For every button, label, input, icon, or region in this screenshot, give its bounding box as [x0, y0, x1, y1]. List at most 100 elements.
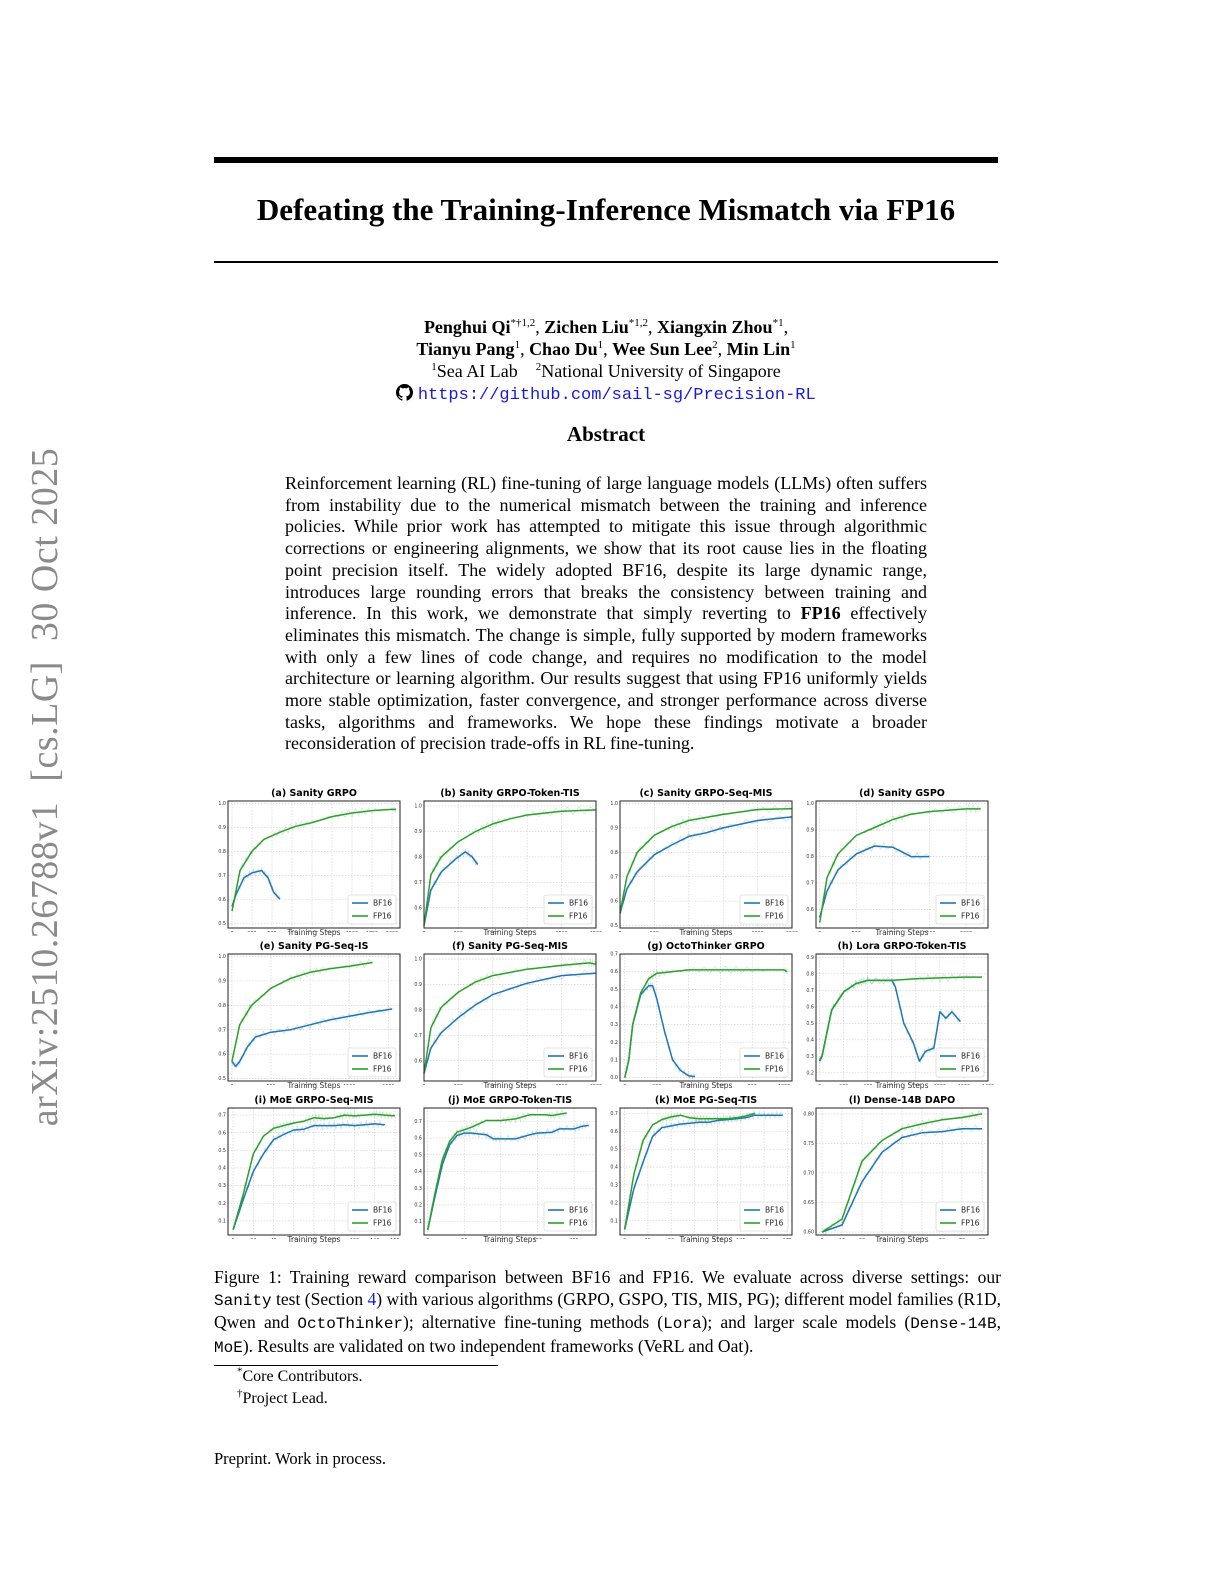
affiliations: 1Sea AI Lab 2National University of Sing…	[214, 360, 998, 382]
series-line-bf16	[231, 1008, 393, 1068]
caption-code: Dense-14B	[910, 1315, 997, 1334]
y-tick-label: 0.9	[806, 828, 814, 834]
legend-label: FP16	[765, 912, 784, 921]
y-tick-label: 0.1	[218, 1218, 226, 1224]
chart-panel: (b) Sanity GRPO-Token-TIS Training Steps 0…	[410, 787, 606, 940]
y-tick-label: 0.80	[803, 1112, 814, 1118]
series-line-fp16	[624, 969, 788, 1078]
legend-label: FP16	[569, 912, 588, 921]
series-line-fp16	[426, 1112, 567, 1231]
y-tick-label: 0.3	[610, 1183, 618, 1189]
author: Min Lin	[726, 339, 791, 359]
chart-svg: 0 200 400 600 800 1000 0.0 0.1 0.2 0.3 0.4 0.5 0.6 0.…	[610, 952, 793, 1085]
x-tick-label: 500	[852, 931, 861, 932]
x-tick-label: 25	[645, 1238, 651, 1239]
x-tick-label: 1000	[887, 931, 899, 932]
x-tick-label: 1250	[326, 931, 338, 932]
chart-panel: (k) MoE PG-Seq-TIS Training Steps 0 25 50 75 1…	[606, 1094, 802, 1247]
footnote-rule	[214, 1365, 498, 1366]
x-tick-label: 500	[454, 931, 463, 932]
plot-frame	[619, 953, 793, 1082]
legend-label: FP16	[373, 912, 392, 921]
y-tick-label: 0.2	[218, 1201, 226, 1207]
y-tick-label: 0.6	[218, 1130, 226, 1136]
x-tick-label: 1500	[923, 931, 935, 932]
x-tick-label: 2500	[590, 1084, 602, 1085]
x-tick-label: 0	[623, 1084, 626, 1085]
y-tick-label: 0.4	[610, 1005, 618, 1011]
x-tick-label: 30	[879, 1238, 885, 1239]
y-tick-label: 0.5	[610, 987, 618, 993]
abstract-body: Reinforcement learning (RL) fine-tuning …	[285, 473, 927, 755]
series-line-bf16	[818, 845, 930, 918]
x-tick-label: 2000	[382, 1084, 394, 1085]
x-tick-label: 1000	[683, 931, 695, 932]
y-tick-label: 0.9	[218, 825, 226, 831]
y-tick-label: 0.2	[610, 1200, 618, 1206]
y-tick-label: 0.7	[806, 881, 814, 887]
footnote-text: Core Contributors.	[242, 1368, 363, 1385]
author: Zichen Liu	[544, 317, 629, 337]
author-sup: *1,2	[628, 317, 648, 329]
x-tick-label: 200	[839, 1084, 848, 1085]
y-tick-label: 0.6	[610, 1129, 618, 1135]
section-link[interactable]: 4	[367, 1288, 377, 1309]
series-line-bf16	[623, 1114, 783, 1230]
y-tick-label: 1.0	[610, 801, 618, 807]
y-tick-label: 0.7	[414, 1119, 422, 1125]
y-tick-label: 1.0	[414, 957, 422, 963]
abstract-bold: FP16	[800, 603, 841, 624]
series-line-fp16	[423, 809, 597, 926]
y-tick-label: 0.1	[610, 1218, 618, 1224]
x-tick-label: 100	[713, 1238, 722, 1239]
series-raw-fp16	[819, 803, 982, 923]
x-tick-label: 140	[370, 1238, 379, 1239]
x-axis-label: Training Steps	[679, 1081, 733, 1090]
y-tick-label: 0.6	[414, 905, 422, 911]
y-tick-label: 0.6	[414, 1136, 422, 1142]
chart-svg: 0 500 1000 1500 2000 2500 0.5 0.6 0.7 0.8 0.9 1.0 BF…	[610, 800, 798, 932]
repo-link[interactable]: https://github.com/sail-sg/Precision-RL	[417, 386, 816, 405]
series-line-fp16	[423, 962, 597, 1074]
y-tick-label: 0.6	[806, 907, 814, 913]
chart-svg: 0 50 100 150 200 0.1 0.2 0.3 0.4 0.5 0.6 0.7 BF16 FP1…	[414, 1107, 597, 1239]
caption-text: Figure 1: Training reward comparison bet…	[214, 1267, 1001, 1287]
x-tick-label: 20	[859, 1238, 865, 1239]
chart-title: (e) Sanity PG-Seq-IS	[259, 941, 369, 952]
x-tick-label: 0	[230, 931, 233, 932]
author: Chao Du	[529, 339, 598, 359]
author: Xiangxin Zhou	[657, 317, 773, 337]
x-tick-label: 200	[652, 1084, 661, 1085]
chart-title: (k) MoE PG-Seq-TIS	[654, 1095, 758, 1106]
chart-svg: 0 25 50 75 100 125 150 175 0.1 0.2 0.3 0.4 0.5 0.6 0.7…	[610, 1107, 793, 1239]
legend-label: BF16	[373, 899, 392, 908]
y-tick-label: 0.3	[806, 1054, 814, 1060]
series-raw-fp16	[423, 806, 597, 926]
y-tick-label: 0.6	[218, 897, 226, 903]
chart-panel: (e) Sanity PG-Seq-IS Training Steps 0 500 10…	[214, 940, 410, 1093]
y-tick-label: 0.70	[803, 1171, 814, 1177]
y-tick-label: 0.9	[610, 825, 618, 831]
x-tick-label: 250	[247, 931, 256, 932]
x-tick-label: 200	[569, 1238, 578, 1239]
series-line-fp16	[231, 808, 396, 912]
x-tick-label: 2000	[751, 931, 763, 932]
footnote-mark: *	[237, 1365, 243, 1378]
x-tick-label: 1000	[487, 1084, 499, 1085]
arxiv-stamp: arXiv:2510.26788v1 [cs.LG] 30 Oct 2025	[24, 447, 66, 1127]
y-tick-label: 0.75	[803, 1141, 814, 1147]
y-tick-label: 0.7	[218, 1113, 226, 1119]
author: Penghui Qi	[423, 317, 511, 337]
y-tick-label: 0.8	[806, 971, 814, 977]
abstract-heading: Abstract	[566, 422, 646, 446]
x-tick-label: 500	[454, 1084, 463, 1085]
y-tick-label: 1.0	[218, 954, 226, 960]
footnote-text: Project Lead.	[242, 1390, 328, 1407]
x-tick-label: 40	[270, 1238, 276, 1239]
y-tick-label: 0.7	[414, 1033, 422, 1039]
x-tick-label: 500	[267, 931, 276, 932]
legend-label: BF16	[765, 1206, 784, 1215]
legend-label: BF16	[961, 1206, 980, 1215]
x-tick-label: 0	[422, 931, 425, 932]
chart-panel: (h) Lora GRPO-Token-TIS Training Steps 0 20…	[802, 940, 998, 1093]
